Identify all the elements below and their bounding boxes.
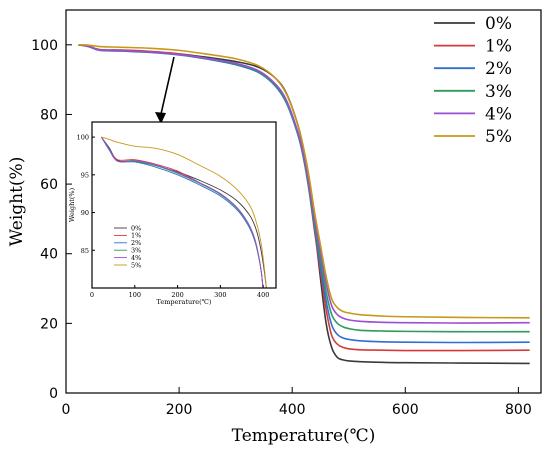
main-x-tick-label: 200 <box>166 402 193 418</box>
inset-x-tick-label: 400 <box>257 291 269 299</box>
main-legend-label-0: 0% <box>485 14 512 34</box>
inset-x-tick-label: 100 <box>129 291 141 299</box>
main-x-tick-label: 400 <box>279 402 306 418</box>
inset-legend-label-1: 1% <box>131 232 141 240</box>
main-legend-label-3: 3% <box>485 82 512 102</box>
inset-series-line-4 <box>101 136 264 288</box>
inset-plot: 0 100 200 300 400 85 90 95 100 Temperature(℃) Weig… <box>68 121 277 306</box>
inset-x-tick-label: 200 <box>171 291 183 299</box>
main-series-line-5 <box>78 44 530 319</box>
main-x-tick-label: 0 <box>62 402 71 418</box>
inset-y-axis-label: Weight(%) <box>68 187 76 222</box>
inset-y-tick-label: 95 <box>81 171 89 179</box>
main-y-tick-label: 80 <box>40 107 58 123</box>
inset-series-line-5 <box>101 136 267 288</box>
inset-y-tick-label: 90 <box>81 209 89 217</box>
main-y-tick-label: 60 <box>40 177 58 193</box>
main-plot: 0 200 400 600 800 0 20 40 60 80 100 Temperature(℃) W… <box>7 9 542 446</box>
main-series-line-4 <box>78 44 530 324</box>
inset-legend-label-0: 0% <box>131 224 141 232</box>
inset-x-tick-label: 0 <box>90 291 94 299</box>
main-y-tick-label: 100 <box>31 38 58 54</box>
inset-pointer-arrow <box>155 56 175 124</box>
inset-series-line-0 <box>101 136 267 288</box>
inset-legend-label-5: 5% <box>131 261 141 269</box>
main-legend-label-5: 5% <box>485 127 512 147</box>
inset-series-group <box>101 136 267 288</box>
inset-legend-label-2: 2% <box>131 239 141 247</box>
main-legend-label-2: 2% <box>485 59 512 79</box>
main-x-tick-label: 800 <box>505 402 532 418</box>
main-x-tick-label: 600 <box>392 402 419 418</box>
main-legend-label-1: 1% <box>485 37 512 57</box>
main-series-group <box>78 44 530 365</box>
main-plot-frame <box>65 9 542 394</box>
inset-x-axis-label: Temperature(℃) <box>157 298 212 306</box>
main-y-tick-label: 40 <box>40 247 58 263</box>
inset-legend: 0%1%2%3%4%5% <box>114 224 141 269</box>
main-y-tick-label: 0 <box>49 386 58 402</box>
inset-legend-label-3: 3% <box>131 247 141 255</box>
inset-plot-background <box>92 122 276 288</box>
inset-legend-label-4: 4% <box>131 254 141 262</box>
main-y-axis-label: Weight(%) <box>7 157 27 247</box>
main-x-axis-label: Temperature(℃) <box>232 426 376 446</box>
inset-plot-frame <box>91 121 277 289</box>
inset-x-tick-label: 300 <box>214 291 226 299</box>
inset-y-tick-label: 85 <box>81 247 89 255</box>
inset-y-tick-label: 100 <box>77 134 89 142</box>
main-y-tick-label: 20 <box>40 316 58 332</box>
main-legend-label-4: 4% <box>485 104 512 124</box>
main-legend: 0% 1%2% 3%4% 5% <box>434 14 512 147</box>
